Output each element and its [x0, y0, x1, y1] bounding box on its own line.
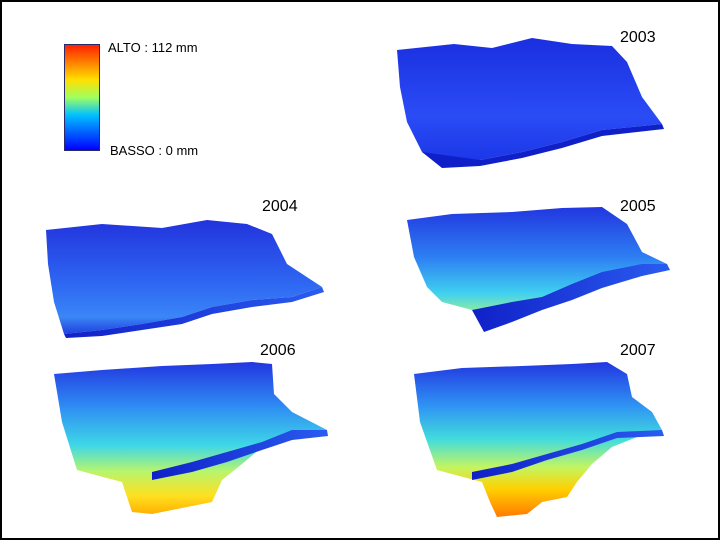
legend-low-label: BASSO : 0 mm: [110, 143, 199, 158]
surface-2007: [414, 362, 664, 517]
surface-2005: [407, 207, 670, 332]
legend-high-label: ALTO : 112 mm: [108, 40, 198, 55]
surface-2004: [46, 220, 324, 338]
surface-2003: [397, 38, 664, 168]
year-label-2003: 2003: [620, 29, 656, 46]
year-label-2007: 2007: [620, 342, 656, 359]
year-label-2005: 2005: [620, 198, 656, 215]
year-label-2004: 2004: [262, 198, 298, 215]
surface-2006: [54, 362, 328, 514]
year-label-2006: 2006: [260, 342, 296, 359]
legend-color-bar: [64, 44, 100, 151]
